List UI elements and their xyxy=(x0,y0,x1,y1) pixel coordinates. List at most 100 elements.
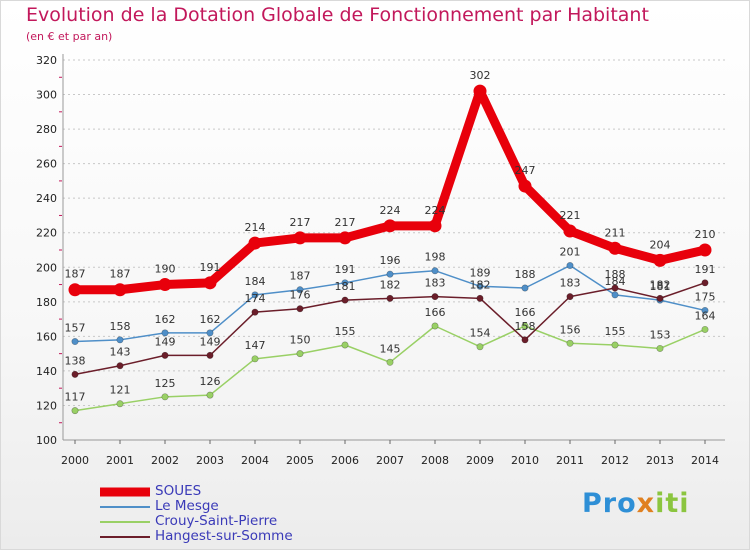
y-tick-label: 260 xyxy=(36,158,57,171)
data-label: 147 xyxy=(245,339,266,352)
data-label: 155 xyxy=(605,325,626,338)
data-label: 149 xyxy=(200,335,221,348)
data-label: 201 xyxy=(560,246,581,259)
y-tick-label: 240 xyxy=(36,192,57,205)
y-tick-label: 320 xyxy=(36,54,57,67)
data-label: 126 xyxy=(200,375,221,388)
y-tick-label: 280 xyxy=(36,123,57,136)
data-label: 162 xyxy=(200,313,221,326)
proxiti-logo: Proxiti xyxy=(582,488,690,519)
data-label: 183 xyxy=(425,277,446,290)
data-point xyxy=(608,241,622,255)
data-point xyxy=(71,338,79,346)
data-label: 117 xyxy=(65,391,86,404)
chart-title: Evolution de la Dotation Globale de Fonc… xyxy=(26,4,649,26)
data-point xyxy=(698,243,712,257)
data-label: 156 xyxy=(560,323,581,336)
data-point xyxy=(71,407,79,415)
x-tick-label: 2010 xyxy=(511,454,539,467)
data-label: 210 xyxy=(695,228,716,241)
data-point xyxy=(251,308,259,316)
data-label: 157 xyxy=(65,322,86,335)
data-point xyxy=(386,358,394,366)
legend-item: Crouy-Saint-Pierre xyxy=(100,514,293,529)
data-point xyxy=(563,224,577,238)
data-point xyxy=(161,351,169,359)
data-point xyxy=(341,279,349,287)
data-point xyxy=(476,343,484,351)
y-tick-label: 300 xyxy=(36,89,57,102)
data-point xyxy=(386,294,394,302)
data-point xyxy=(206,329,214,337)
y-tick-label: 140 xyxy=(36,365,57,378)
data-label: 182 xyxy=(470,278,491,291)
legend-swatch xyxy=(100,535,150,538)
data-point xyxy=(206,351,214,359)
data-label: 175 xyxy=(695,290,716,303)
data-label: 153 xyxy=(650,328,671,341)
data-label: 162 xyxy=(155,313,176,326)
data-label: 204 xyxy=(650,238,671,251)
data-label: 154 xyxy=(470,327,491,340)
data-point xyxy=(473,84,487,98)
data-point xyxy=(206,391,214,399)
data-label: 191 xyxy=(695,263,716,276)
data-label: 187 xyxy=(110,268,131,281)
data-label: 184 xyxy=(605,275,626,288)
legend-item: SOUES xyxy=(100,484,293,499)
data-label: 221 xyxy=(560,209,581,222)
data-label: 181 xyxy=(335,280,356,293)
data-point xyxy=(251,355,259,363)
y-tick-label: 200 xyxy=(36,261,57,274)
data-label: 158 xyxy=(110,320,131,333)
data-label: 183 xyxy=(560,277,581,290)
data-label: 198 xyxy=(425,251,446,264)
data-point xyxy=(341,341,349,349)
data-point xyxy=(521,284,529,292)
x-tick-label: 2003 xyxy=(196,454,224,467)
data-label: 121 xyxy=(110,384,131,397)
y-tick-label: 180 xyxy=(36,296,57,309)
data-label: 214 xyxy=(245,221,266,234)
data-point xyxy=(251,291,259,299)
legend-swatch xyxy=(100,505,150,508)
data-point xyxy=(71,370,79,378)
x-tick-label: 2005 xyxy=(286,454,314,467)
data-point xyxy=(653,253,667,267)
data-point xyxy=(296,350,304,358)
data-label: 182 xyxy=(650,278,671,291)
data-point xyxy=(116,336,124,344)
data-point xyxy=(68,283,82,297)
legend-label: Le Mesge xyxy=(155,498,219,514)
data-point xyxy=(566,262,574,270)
data-point xyxy=(701,325,709,333)
chart-legend: SOUES Le Mesge Crouy-Saint-Pierre Hangest-s… xyxy=(100,484,293,544)
data-point xyxy=(431,267,439,275)
x-tick-label: 2001 xyxy=(106,454,134,467)
data-point xyxy=(518,179,532,193)
x-tick-label: 2004 xyxy=(241,454,269,467)
data-label: 224 xyxy=(425,204,446,217)
data-point xyxy=(338,231,352,245)
data-point xyxy=(293,231,307,245)
data-point xyxy=(701,279,709,287)
data-label: 217 xyxy=(290,216,311,229)
data-label: 224 xyxy=(380,204,401,217)
legend-label: Crouy-Saint-Pierre xyxy=(155,513,278,529)
data-point xyxy=(248,236,262,250)
y-tick-label: 220 xyxy=(36,227,57,240)
data-point xyxy=(521,322,529,330)
x-tick-label: 2000 xyxy=(61,454,89,467)
x-tick-label: 2009 xyxy=(466,454,494,467)
data-label: 125 xyxy=(155,377,176,390)
data-label: 189 xyxy=(470,266,491,279)
legend-item: Le Mesge xyxy=(100,499,293,514)
data-label: 174 xyxy=(245,292,266,305)
y-tick-label: 160 xyxy=(36,330,57,343)
data-label: 187 xyxy=(65,268,86,281)
data-point xyxy=(116,400,124,408)
data-label: 191 xyxy=(335,263,356,276)
data-point xyxy=(203,276,217,290)
